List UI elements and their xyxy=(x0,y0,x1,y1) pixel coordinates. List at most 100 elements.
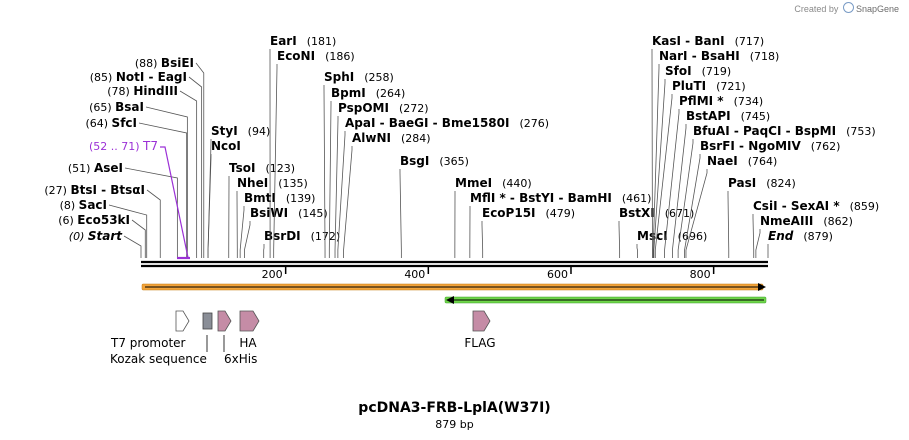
site-position: (94) xyxy=(248,125,271,138)
feature-flag[interactable]: FLAG xyxy=(464,310,496,350)
site-noti-eagi[interactable]: (85) NotI - EagI xyxy=(90,70,203,258)
site-leader xyxy=(399,169,402,258)
site-start[interactable]: (0) Start xyxy=(69,229,142,258)
feature-shape xyxy=(175,310,190,332)
site-name: NheI (135) xyxy=(237,176,308,190)
site-leader xyxy=(146,189,161,258)
site-leader xyxy=(618,221,621,258)
site-btsi-bts-i[interactable]: (27) BtsI - BtsαI xyxy=(44,183,161,258)
site-leader xyxy=(207,139,212,258)
site-bsgi[interactable]: BsgI (365) xyxy=(399,154,469,258)
site-bstapi[interactable]: BstAPI (745) xyxy=(672,109,770,258)
site-end[interactable]: End (879) xyxy=(767,229,833,258)
site-bsiwi[interactable]: BsiWI (145) xyxy=(244,206,328,258)
site-sfci[interactable]: (64) SfcI xyxy=(85,116,188,258)
site-label: SphI xyxy=(324,70,354,84)
site-label: End xyxy=(768,229,794,243)
site-name: BstAPI (745) xyxy=(686,109,770,123)
site-eco53ki[interactable]: (6) Eco53kI xyxy=(58,213,146,258)
site-bstxi[interactable]: BstXI (671) xyxy=(618,206,694,258)
site-leader xyxy=(323,85,326,258)
site-label: BpmI xyxy=(331,86,366,100)
site-leader xyxy=(195,62,205,258)
site-apai-baegi-bme1580i[interactable]: ApaI - BaeGI - Bme1580I (276) xyxy=(337,116,549,258)
site-leader xyxy=(131,219,146,258)
sequence-backbone xyxy=(141,260,768,268)
site-bfuai-paqci-bspmi[interactable]: BfuAI - PaqCI - BspMI (753) xyxy=(677,124,876,258)
site-kasi-bani[interactable]: KasI - BanI (717) xyxy=(651,34,764,258)
snapgene-logo-icon xyxy=(842,2,854,13)
site-position: (123) xyxy=(265,162,295,175)
site-asei[interactable]: (51) AseI xyxy=(68,161,178,258)
site-hindiii[interactable]: (78) HindIII xyxy=(107,84,198,258)
site-label: CsiI - SexAI * xyxy=(753,199,840,213)
site-nari-bsahi[interactable]: NarI - BsaHI (718) xyxy=(652,49,780,258)
primer-name: T7 xyxy=(142,139,158,153)
site-sfoi[interactable]: SfoI (719) xyxy=(653,64,731,258)
site-bsiei[interactable]: (88) BsiEI xyxy=(135,56,205,258)
site-name: (27) BtsI - BtsαI xyxy=(44,183,145,197)
site-pluti[interactable]: PluTI (721) xyxy=(654,79,746,258)
site-sphi[interactable]: SphI (258) xyxy=(323,70,394,258)
site-mmei[interactable]: MmeI (440) xyxy=(454,176,532,258)
site-nmeaiii[interactable]: NmeAIII (862) xyxy=(755,214,853,258)
site-econi[interactable]: EcoNI (186) xyxy=(273,49,355,258)
feature-6xhis[interactable]: 6xHis xyxy=(217,310,257,366)
site-bsrdi[interactable]: BsrDI (172) xyxy=(263,229,341,258)
feature-t7-promoter[interactable]: T7 promoter xyxy=(110,310,190,350)
site-tsoi[interactable]: TsoI (123) xyxy=(228,161,295,258)
feature-label: Kozak sequence xyxy=(110,352,207,366)
site-bsai[interactable]: (65) BsaI xyxy=(89,100,188,258)
feature-label: T7 promoter xyxy=(110,336,186,350)
site-position: (78) xyxy=(107,85,133,98)
site-eari[interactable]: EarI (181) xyxy=(269,34,336,258)
site-name: EcoP15I (479) xyxy=(482,206,575,220)
feature-kozak-sequence[interactable]: Kozak sequence xyxy=(110,312,213,366)
orf-forward[interactable] xyxy=(141,283,766,291)
site-leader xyxy=(123,235,142,258)
site-alwni[interactable]: AlwNI (284) xyxy=(343,131,431,258)
site-mfli-bstyi-bamhi[interactable]: MflI * - BstYI - BamHI (461) xyxy=(469,191,652,258)
ruler-label: 400 xyxy=(404,268,425,281)
orf-forward-arrowhead xyxy=(758,283,766,291)
site-name: BstXI (671) xyxy=(619,206,694,220)
site-label: Start xyxy=(88,229,123,243)
site-position: (0) xyxy=(69,230,88,243)
site-pflmi[interactable]: PflMI * (734) xyxy=(664,94,764,258)
site-position: (862) xyxy=(823,215,853,228)
site-pspomi[interactable]: PspOMI (272) xyxy=(334,101,429,258)
site-naei[interactable]: NaeI (764) xyxy=(685,154,777,258)
site-position: (824) xyxy=(766,177,796,190)
site-label: BsrDI xyxy=(264,229,301,243)
primer-t7[interactable]: (52 .. 71) T7 xyxy=(89,139,190,260)
site-styi[interactable]: StyI (94) xyxy=(207,124,271,258)
orf-reverse[interactable] xyxy=(444,296,767,304)
site-label: BfuAI - PaqCI - BspMI xyxy=(693,124,836,138)
site-nhei[interactable]: NheI (135) xyxy=(236,176,308,258)
site-bsrfi-ngomiv[interactable]: BsrFI - NgoMIV (762) xyxy=(684,139,841,258)
site-leader xyxy=(239,206,245,258)
site-leader xyxy=(337,131,346,258)
site-position: (258) xyxy=(364,71,394,84)
site-position: (145) xyxy=(298,207,328,220)
site-bpmi[interactable]: BpmI (264) xyxy=(328,86,405,258)
site-ncoi[interactable]: NcoI xyxy=(207,139,241,258)
site-bmti[interactable]: BmtI (139) xyxy=(239,191,315,258)
feature-ha[interactable]: HA xyxy=(239,310,260,350)
site-label: EcoNI xyxy=(277,49,315,63)
site-name: CsiI - SexAI * (859) xyxy=(753,199,879,213)
site-csii-sexai[interactable]: CsiI - SexAI * (859) xyxy=(752,199,879,258)
site-position: (718) xyxy=(750,50,780,63)
map-length: 879 bp xyxy=(435,418,474,431)
site-saci[interactable]: (8) SacI xyxy=(60,198,148,258)
site-label: PluTI xyxy=(672,79,706,93)
primer: (52 .. 71) T7 xyxy=(89,139,190,260)
site-position: (284) xyxy=(401,132,431,145)
site-name: (6) Eco53kI xyxy=(58,213,130,227)
site-leader xyxy=(273,64,278,258)
site-ecop15i[interactable]: EcoP15I (479) xyxy=(481,206,575,258)
site-name: (88) BsiEI xyxy=(135,56,194,70)
site-position: (365) xyxy=(439,155,469,168)
site-pasi[interactable]: PasI (824) xyxy=(727,176,796,258)
features: T7 promoter Kozak sequence 6xHis HA FLAG xyxy=(110,310,496,366)
